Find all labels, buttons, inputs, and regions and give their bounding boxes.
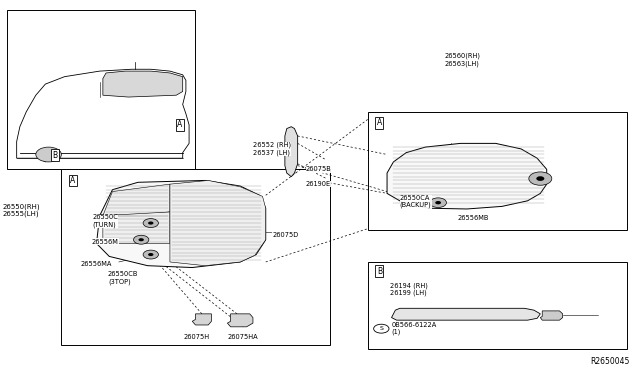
- Text: 26075B: 26075B: [306, 166, 332, 172]
- Text: 26194 (RH)
26199 (LH): 26194 (RH) 26199 (LH): [390, 282, 428, 296]
- Text: 26560(RH)
26563(LH): 26560(RH) 26563(LH): [445, 53, 481, 67]
- Polygon shape: [227, 314, 253, 327]
- Text: 26556MA: 26556MA: [81, 261, 112, 267]
- Text: A: A: [177, 121, 182, 129]
- Bar: [368, 262, 627, 349]
- Text: 0B566-6122A
(1): 0B566-6122A (1): [392, 322, 436, 336]
- Bar: [106, 109, 148, 119]
- Text: B: B: [377, 267, 382, 276]
- Circle shape: [143, 250, 159, 259]
- Text: 26552 (RH)
26537 (LH): 26552 (RH) 26537 (LH): [253, 142, 291, 156]
- Polygon shape: [103, 184, 170, 218]
- Text: R2650045: R2650045: [590, 357, 630, 366]
- Text: 26556MB: 26556MB: [458, 215, 489, 221]
- Text: S: S: [380, 326, 383, 331]
- Bar: [178, 95, 189, 112]
- Text: 26550CB
(3TOP): 26550CB (3TOP): [108, 271, 138, 285]
- Polygon shape: [540, 311, 563, 320]
- Text: 26550C
(TURN): 26550C (TURN): [92, 215, 118, 228]
- Circle shape: [138, 238, 144, 241]
- Bar: [20, 99, 29, 114]
- Text: 26550CA
(BACKUP): 26550CA (BACKUP): [400, 195, 431, 208]
- Polygon shape: [387, 143, 547, 209]
- Polygon shape: [392, 308, 540, 320]
- Bar: [61, 169, 330, 345]
- Text: 26556M: 26556M: [92, 238, 118, 245]
- Polygon shape: [170, 180, 266, 266]
- Circle shape: [374, 324, 389, 333]
- Circle shape: [430, 198, 447, 208]
- Circle shape: [148, 253, 154, 256]
- Text: 26190E: 26190E: [306, 181, 331, 187]
- Polygon shape: [97, 180, 266, 267]
- Text: 26075D: 26075D: [272, 232, 298, 238]
- Text: A: A: [377, 119, 382, 128]
- Polygon shape: [103, 71, 182, 97]
- Text: B: B: [52, 151, 58, 160]
- Polygon shape: [103, 212, 170, 243]
- Circle shape: [134, 235, 149, 244]
- Circle shape: [536, 176, 545, 181]
- Text: 26075HA: 26075HA: [227, 334, 258, 340]
- Bar: [7, 10, 195, 169]
- Circle shape: [529, 172, 552, 185]
- Circle shape: [435, 201, 441, 204]
- Circle shape: [36, 147, 61, 162]
- Polygon shape: [192, 314, 211, 325]
- Bar: [368, 112, 627, 231]
- Text: A: A: [70, 176, 76, 185]
- Circle shape: [143, 219, 159, 228]
- Text: 26550(RH)
26555(LH): 26550(RH) 26555(LH): [3, 203, 40, 217]
- Polygon shape: [285, 127, 298, 177]
- Text: 26075H: 26075H: [184, 334, 210, 340]
- Circle shape: [148, 221, 154, 225]
